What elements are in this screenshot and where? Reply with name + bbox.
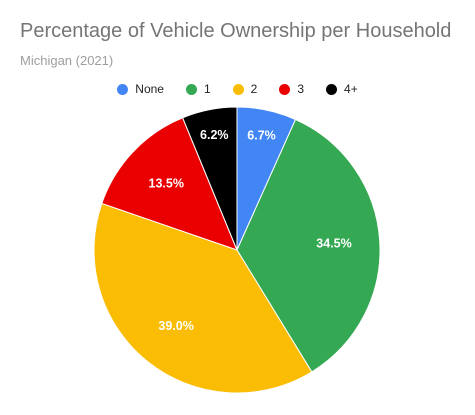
legend-item-3: 3 xyxy=(279,82,304,96)
pie-slice-1 xyxy=(236,118,381,373)
pie-slice-4plus xyxy=(181,106,238,251)
pie-slice-label-3: 13.5% xyxy=(149,176,184,190)
legend-label-none: None xyxy=(135,82,164,96)
legend-swatch-4plus xyxy=(326,83,338,95)
legend-item-1: 1 xyxy=(185,82,211,96)
legend-swatch-none xyxy=(117,83,129,95)
chart-subtitle: Michigan (2021) xyxy=(20,53,114,68)
legend-label-3: 3 xyxy=(297,82,305,96)
pie-slice-label-none: 6.7% xyxy=(247,128,276,142)
legend-swatch-2 xyxy=(232,83,244,95)
pie-slices xyxy=(93,106,381,394)
legend: None 1 2 3 4+ xyxy=(0,80,475,98)
legend-item-4plus: 4+ xyxy=(326,82,358,96)
pie-slice-3 xyxy=(101,117,238,251)
pie-slice-2 xyxy=(93,202,313,394)
legend-item-none: None xyxy=(117,82,164,96)
legend-item-2: 2 xyxy=(232,82,258,96)
chart-title: Percentage of Vehicle Ownership per Hous… xyxy=(20,20,452,42)
legend-label-2: 2 xyxy=(250,82,258,96)
pie-slice-label-4plus: 6.2% xyxy=(200,128,229,142)
pie-slice-labels: 6.7% 34.5% 39.0% 13.5% 6.2% xyxy=(149,128,352,333)
legend-label-4plus: 4+ xyxy=(344,82,358,96)
legend-swatch-3 xyxy=(279,83,291,95)
legend-swatch-1 xyxy=(185,83,197,95)
pie-slice-label-2: 39.0% xyxy=(158,319,193,333)
pie-slice-label-1: 34.5% xyxy=(316,237,351,251)
legend-label-1: 1 xyxy=(203,82,211,96)
